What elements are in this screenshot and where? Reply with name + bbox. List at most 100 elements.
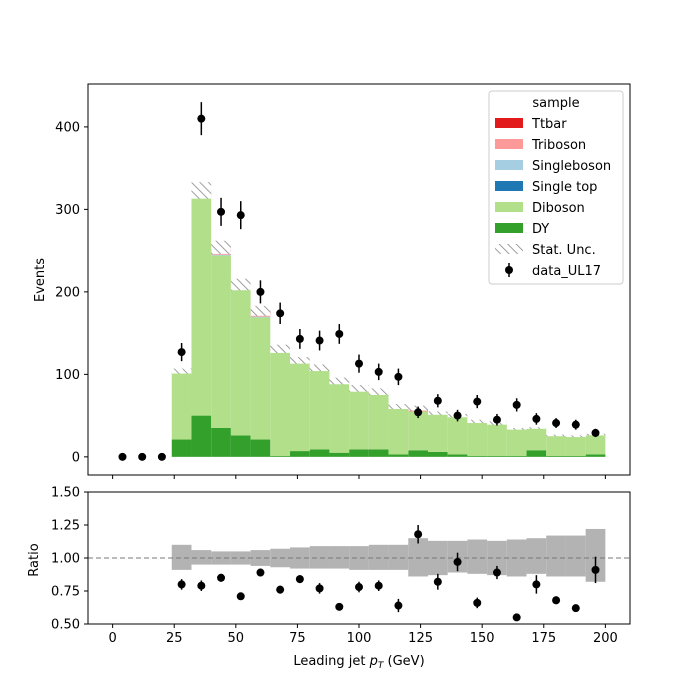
bar-dy xyxy=(368,449,389,457)
data-point xyxy=(315,336,324,345)
legend-marker-data xyxy=(505,266,513,274)
legend-label-singletop: Single top xyxy=(532,180,597,195)
stat-unc-band xyxy=(250,305,271,316)
bar-dy xyxy=(270,456,291,457)
ratio-unc-band xyxy=(467,539,488,574)
stat-unc-band xyxy=(427,411,448,415)
bar-dy xyxy=(467,456,488,457)
ratio-point xyxy=(571,604,580,613)
ratio-point xyxy=(492,568,501,577)
x-tick-label: 50 xyxy=(228,631,245,646)
ratio-unc-band xyxy=(565,535,586,577)
stat-unc-band xyxy=(270,344,291,353)
ratio-unc-band xyxy=(171,544,192,570)
bar-dy xyxy=(349,449,369,457)
ratio-unc-band xyxy=(526,538,547,574)
bar-diboson xyxy=(211,255,231,428)
bar-diboson xyxy=(191,192,212,416)
bar-diboson xyxy=(309,368,330,450)
data-point xyxy=(355,359,363,368)
x-tick-label: 175 xyxy=(531,631,556,646)
legend-swatch-singleboson xyxy=(495,160,523,170)
ratio-y-tick-label: 0.50 xyxy=(51,618,80,633)
bar-dy xyxy=(250,439,271,457)
legend-swatch-singletop xyxy=(495,181,523,191)
bar-diboson xyxy=(290,361,310,452)
stat-unc-band xyxy=(211,240,231,254)
stat-unc-band xyxy=(368,388,389,395)
bar-diboson xyxy=(565,436,586,457)
stat-unc-band xyxy=(506,427,527,430)
ratio-unc-band xyxy=(329,546,350,569)
ratio-point xyxy=(512,613,521,622)
ratio-y-tick-label: 0.75 xyxy=(51,585,80,600)
stat-unc-band xyxy=(191,182,212,199)
data-point xyxy=(217,207,226,216)
x-tick-label: 100 xyxy=(347,631,372,646)
bar-dy xyxy=(506,456,527,457)
data-point xyxy=(374,367,383,376)
bar-dy xyxy=(329,452,350,457)
bar-diboson xyxy=(270,351,291,457)
stat-unc-band xyxy=(171,368,192,374)
bar-dy xyxy=(191,415,212,457)
data-point xyxy=(552,419,561,428)
data-point xyxy=(295,334,304,343)
legend-swatch-ttbar xyxy=(495,118,523,128)
ratio-point xyxy=(532,580,541,589)
stat-unc-band xyxy=(290,357,310,364)
bar-diboson xyxy=(171,372,192,440)
legend-title: sample xyxy=(532,96,579,111)
legend-label-singleboson: Singleboson xyxy=(532,159,611,174)
ratio-point xyxy=(295,575,304,584)
stat-unc-band xyxy=(526,427,547,429)
legend-label-diboson: Diboson xyxy=(532,201,585,216)
legend-label-dy: DY xyxy=(532,222,549,237)
bar-diboson xyxy=(487,423,507,457)
x-tick-label: 75 xyxy=(289,631,306,646)
y-tick-label: 200 xyxy=(55,285,80,300)
ratio-point xyxy=(217,573,226,582)
stat-unc-band xyxy=(467,419,488,424)
data-point xyxy=(276,309,285,318)
data-point xyxy=(157,452,166,461)
x-tick-label: 150 xyxy=(470,631,495,646)
bar-dy xyxy=(585,454,606,457)
ratio-point xyxy=(276,585,285,594)
bar-dy xyxy=(171,439,192,457)
legend-label-data: data_UL17 xyxy=(532,264,601,279)
bar-dy xyxy=(447,454,468,457)
bar-dy xyxy=(230,435,251,457)
ratio-point xyxy=(355,583,363,592)
bar-dy xyxy=(427,451,448,457)
bar-dy xyxy=(487,456,507,457)
ratio-unc-band xyxy=(309,546,330,569)
ratio-point xyxy=(433,577,442,586)
data-point xyxy=(433,396,442,405)
bar-dy xyxy=(290,451,310,457)
ratio-point xyxy=(453,557,462,566)
bar-dy xyxy=(565,456,586,457)
stat-unc-band xyxy=(230,278,251,291)
bar-diboson xyxy=(506,428,527,457)
ratio-point xyxy=(177,580,186,589)
bar-dy xyxy=(526,450,547,457)
ratio-point xyxy=(335,602,344,611)
stat-unc-band xyxy=(329,377,350,385)
ratio-point xyxy=(552,596,561,605)
stat-unc-band xyxy=(349,385,369,392)
legend-label-ttbar: Ttbar xyxy=(531,117,567,132)
data-point xyxy=(473,397,482,406)
ratio-point xyxy=(473,598,482,607)
bar-singleboson xyxy=(211,254,231,256)
data-point xyxy=(571,420,580,429)
data-point xyxy=(492,415,501,424)
x-tick-label: 125 xyxy=(408,631,433,646)
bar-dy xyxy=(388,454,409,457)
data-point xyxy=(453,411,462,420)
data-point xyxy=(414,408,423,417)
ratio-unc-band xyxy=(408,538,428,577)
ratio-point xyxy=(591,565,600,574)
x-tick-label: 25 xyxy=(166,631,183,646)
